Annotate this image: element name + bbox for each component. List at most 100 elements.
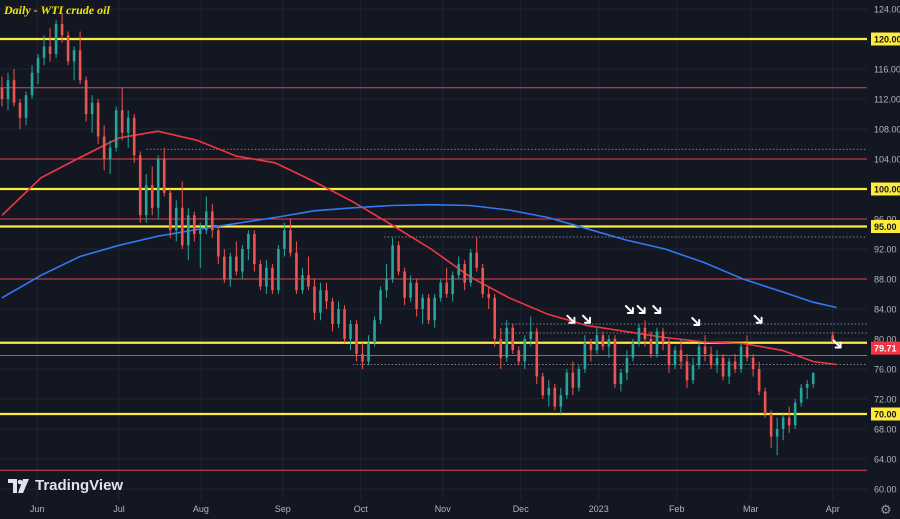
- candle: [571, 361, 575, 396]
- candle: [198, 222, 202, 268]
- candle: [487, 286, 491, 309]
- current-price-tag: [871, 341, 900, 355]
- chart-title: Daily - WTI crude oil: [4, 3, 110, 17]
- y-tick-label: 112.00: [874, 95, 900, 105]
- candle: [211, 204, 214, 238]
- candle-body: [481, 267, 485, 294]
- annotation-arrow-icon: [691, 317, 701, 326]
- candle: [565, 369, 569, 399]
- candle-body: [36, 57, 40, 73]
- candle-body: [625, 357, 629, 373]
- candle: [523, 335, 527, 369]
- candle: [307, 256, 310, 291]
- time-axis[interactable]: Jun Jul Aug Sep Oct Nov Dec 2023 Feb Mar Apr: [30, 504, 840, 514]
- candle: [265, 260, 268, 294]
- candle-body: [337, 309, 340, 324]
- candle-body: [391, 245, 394, 279]
- candle: [715, 350, 719, 373]
- candle: [703, 335, 707, 362]
- dotted-levels: [146, 148, 867, 365]
- candle: [114, 106, 118, 152]
- candle-body: [649, 339, 653, 354]
- candle: [403, 267, 406, 306]
- candle: [427, 294, 430, 324]
- tradingview-logo-icon: [8, 478, 29, 493]
- candle-body: [751, 357, 755, 369]
- candle: [72, 46, 76, 81]
- x-tick-label: Apr: [826, 504, 840, 514]
- candle: [433, 294, 436, 328]
- candle-body: [403, 271, 406, 298]
- annotation-arrows: [566, 305, 842, 349]
- candle: [559, 387, 563, 414]
- candle: [235, 241, 238, 276]
- candle: [36, 54, 40, 84]
- y-tick-label: 60.00: [874, 485, 897, 495]
- candle-body: [295, 252, 298, 291]
- annotation-arrow-icon: [624, 305, 634, 314]
- candle-body: [307, 275, 310, 287]
- candle-body: [445, 282, 448, 294]
- candle-body: [265, 267, 268, 287]
- candle-body: [48, 46, 52, 54]
- candle-body: [96, 102, 100, 137]
- candle-body: [271, 267, 274, 291]
- level-price-text: 95.00: [874, 222, 897, 232]
- candle: [799, 384, 803, 407]
- x-tick-label: Oct: [354, 504, 369, 514]
- candle-body: [487, 294, 491, 298]
- candlesticks: [0, 12, 834, 456]
- candle-body: [174, 207, 178, 231]
- candle-body: [108, 147, 112, 159]
- candle: [547, 380, 551, 407]
- candle-body: [229, 256, 232, 279]
- candle: [517, 346, 521, 366]
- candle: [168, 189, 172, 238]
- candle-body: [84, 80, 88, 114]
- candle-body: [385, 279, 388, 291]
- price-axis[interactable]: 124.00 116.00 112.00 108.00 104.00 96.00 92.00…: [867, 0, 900, 519]
- annotation-arrow-icon: [582, 314, 591, 324]
- candle: [96, 99, 100, 144]
- candle: [691, 357, 695, 384]
- candle: [126, 110, 130, 148]
- candle-body: [247, 234, 250, 249]
- candle: [217, 226, 220, 264]
- candle: [18, 99, 22, 129]
- candle-body: [319, 290, 322, 313]
- candle: [499, 327, 503, 369]
- candle: [601, 331, 605, 351]
- settings-gear-icon[interactable]: ⚙: [880, 502, 892, 517]
- price-axis-bg: [867, 0, 900, 519]
- candle: [78, 31, 82, 84]
- candle: [415, 279, 418, 317]
- candle-body: [72, 50, 76, 62]
- candle-body: [475, 252, 479, 268]
- candle-body: [253, 234, 256, 264]
- y-tick-label: 116.00: [874, 65, 900, 75]
- candle: [409, 275, 412, 302]
- candle: [42, 35, 46, 66]
- level-price-tag: [871, 182, 900, 196]
- price-arrow-icon: [832, 339, 842, 349]
- candle: [673, 346, 677, 369]
- candle-body: [523, 339, 527, 362]
- candle-body: [793, 402, 797, 426]
- candle-body: [205, 211, 208, 231]
- candle: [577, 365, 581, 392]
- candle-body: [601, 335, 605, 347]
- x-tick-label: Mar: [743, 504, 759, 514]
- candle: [138, 151, 142, 223]
- y-tick-label: 64.00: [874, 455, 897, 465]
- candle: [451, 271, 454, 302]
- candle-body: [547, 387, 551, 396]
- candle: [205, 196, 208, 234]
- candle: [637, 324, 641, 347]
- candle-body: [277, 249, 280, 291]
- candle-body: [235, 256, 238, 272]
- candle-body: [757, 369, 761, 392]
- candle-body: [541, 376, 545, 396]
- candle-body: [78, 50, 82, 81]
- candle: [787, 406, 791, 433]
